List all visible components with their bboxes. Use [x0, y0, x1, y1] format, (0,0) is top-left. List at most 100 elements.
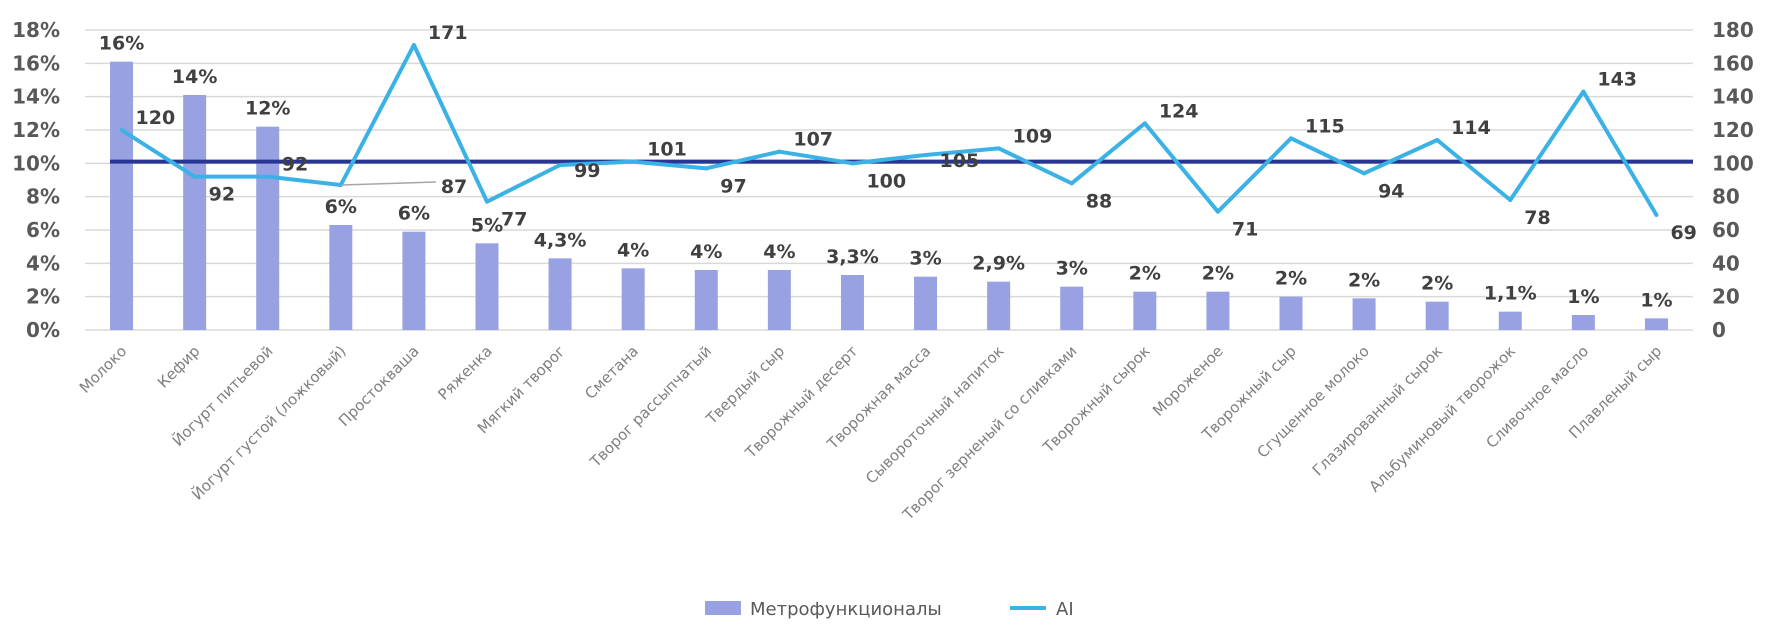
bar — [840, 275, 864, 330]
bar-label: 4,3% — [534, 229, 587, 251]
line-label: 171 — [428, 22, 468, 44]
line-label: 124 — [1159, 100, 1199, 122]
y-right-tick: 60 — [1712, 218, 1740, 242]
bar-label: 2% — [1275, 268, 1307, 290]
line-label: 101 — [647, 139, 687, 161]
ai-point — [1215, 209, 1220, 214]
bar — [987, 281, 1011, 330]
line-label: 71 — [1232, 219, 1258, 241]
bar — [914, 276, 938, 330]
category-label: Глазированный сырок — [1309, 342, 1446, 479]
line-label: 78 — [1524, 207, 1550, 229]
y-left-tick: 14% — [12, 85, 60, 109]
ai-point — [119, 128, 124, 132]
line-label: 115 — [1305, 115, 1345, 137]
bar — [402, 231, 426, 330]
category-label: Сметана — [581, 342, 642, 403]
y-left-tick: 10% — [12, 151, 60, 175]
ai-point — [704, 166, 709, 171]
category-label: Ряженка — [434, 342, 495, 403]
line-label: 88 — [1086, 190, 1112, 212]
line-label: 92 — [209, 184, 235, 206]
bar-label: 2% — [1348, 269, 1380, 291]
bar — [183, 95, 207, 330]
y-right-tick: 0 — [1712, 318, 1726, 342]
bar-label: 1% — [1640, 289, 1672, 311]
legend-label: Метрофункционалы — [750, 599, 942, 620]
bar-label: 2,9% — [972, 253, 1025, 275]
ai-line — [120, 43, 1659, 217]
y-right-tick: 80 — [1712, 185, 1740, 209]
category-label: Альбуминовый творожок — [1365, 342, 1519, 496]
ai-point — [850, 161, 855, 166]
ai-point — [777, 149, 782, 154]
line-label: 94 — [1378, 180, 1404, 202]
bar — [694, 270, 718, 330]
line-label: 87 — [441, 176, 467, 198]
y-right-tick: 180 — [1712, 18, 1754, 42]
line-label: 105 — [940, 150, 980, 172]
y-left-tick: 0% — [26, 318, 60, 342]
bar — [1060, 286, 1084, 330]
category-label: Молоко — [76, 342, 131, 397]
legend-label: AI — [1056, 599, 1074, 620]
line-label: 100 — [866, 170, 906, 192]
ai-point — [1508, 198, 1513, 202]
bar-label: 2% — [1421, 273, 1453, 295]
y-right-tick: 40 — [1712, 251, 1740, 275]
bar-label: 6% — [325, 196, 357, 218]
line-label: 114 — [1451, 117, 1491, 139]
ai-point — [1289, 136, 1293, 141]
ai-point — [631, 159, 636, 164]
bar — [1425, 301, 1449, 330]
bar-label: 5% — [471, 214, 503, 236]
leader-line — [340, 181, 436, 186]
bar-label: 1% — [1567, 286, 1599, 308]
line-label: 97 — [720, 175, 746, 197]
ai-point — [558, 163, 563, 167]
ai-point — [1581, 89, 1586, 94]
line-label: 107 — [793, 129, 833, 151]
y-left-tick: 8% — [26, 185, 60, 209]
bar-label: 4% — [763, 241, 795, 263]
bar — [475, 243, 499, 330]
y-right-tick: 160 — [1712, 51, 1754, 75]
ai-point — [1069, 181, 1074, 186]
bar — [548, 258, 572, 330]
bar-label: 4% — [617, 239, 649, 261]
y-right-tick: 20 — [1712, 285, 1740, 309]
ai-point — [192, 174, 197, 179]
bar-label: 2% — [1202, 263, 1234, 285]
line-label: 120 — [136, 107, 176, 129]
bar-label: 3% — [909, 248, 941, 270]
category-label: Мороженое — [1149, 342, 1227, 420]
line-label: 109 — [1013, 125, 1053, 147]
ai-point — [411, 43, 416, 47]
bar — [1644, 318, 1668, 330]
bar-label: 16% — [99, 33, 144, 55]
category-label: Сывороточный напиток — [862, 342, 1007, 487]
bar — [1206, 291, 1230, 330]
bar — [110, 61, 134, 331]
bar-label: 14% — [172, 66, 217, 88]
line-label: 69 — [1670, 222, 1696, 244]
bar-label: 6% — [398, 203, 430, 225]
y-left-tick: 12% — [12, 118, 60, 142]
bar — [767, 270, 791, 330]
ai-point — [1435, 138, 1440, 142]
y-right-tick: 140 — [1712, 85, 1754, 109]
ai-point — [485, 199, 489, 204]
bar — [1133, 291, 1157, 330]
bar — [621, 268, 645, 330]
category-label: Йогурт густой (ложковый) — [188, 341, 350, 503]
y-right-tick: 120 — [1712, 118, 1754, 142]
ai-point — [265, 174, 270, 179]
category-label: Творог рассыпчатый — [586, 342, 715, 471]
legend-bar-swatch — [705, 601, 741, 615]
y-left-tick: 2% — [26, 285, 60, 309]
category-label: Кефир — [154, 342, 203, 391]
bar-label: 4% — [690, 241, 722, 263]
bar — [1352, 298, 1376, 330]
bar-label: 12% — [245, 98, 290, 120]
